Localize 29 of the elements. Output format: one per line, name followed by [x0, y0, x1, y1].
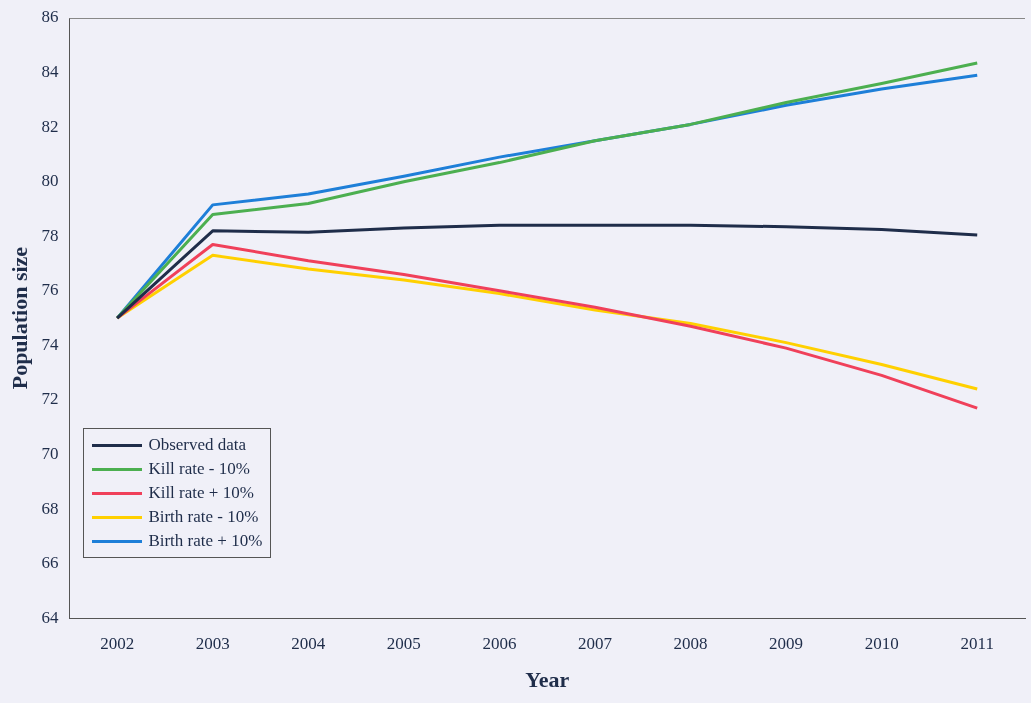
legend-label: Observed data [148, 435, 247, 456]
legend-label: Kill rate + 10% [148, 483, 254, 504]
legend-label: Birth rate - 10% [148, 507, 259, 528]
y-tick-label: 68 [41, 498, 59, 518]
x-tick-label: 2003 [195, 633, 230, 653]
legend-label: Kill rate - 10% [148, 459, 250, 480]
x-tick-label: 2010 [864, 633, 899, 653]
x-tick-label: 2009 [769, 633, 804, 653]
x-tick-label: 2006 [482, 633, 517, 653]
y-tick-label: 76 [41, 280, 59, 300]
y-tick-label: 78 [41, 225, 59, 245]
y-tick-label: 80 [41, 171, 59, 191]
y-tick-label: 86 [41, 7, 59, 27]
x-tick-label: 2004 [291, 633, 326, 653]
y-tick-label: 70 [41, 443, 59, 463]
x-tick-label: 2011 [960, 633, 994, 653]
y-axis-title: Population size [6, 246, 32, 390]
y-tick-label: 72 [41, 389, 59, 409]
y-tick-label: 64 [41, 607, 59, 627]
x-tick-label: 2005 [386, 633, 421, 653]
y-tick-label: 84 [41, 62, 59, 82]
y-tick-label: 66 [41, 553, 59, 573]
legend-label: Birth rate + 10% [148, 531, 263, 552]
x-tick-label: 2002 [100, 633, 135, 653]
x-tick-label: 2008 [673, 633, 708, 653]
x-axis-title: Year [525, 667, 570, 693]
y-tick-label: 82 [41, 116, 59, 136]
x-tick-label: 2007 [577, 633, 613, 653]
y-tick-label: 74 [41, 334, 59, 354]
